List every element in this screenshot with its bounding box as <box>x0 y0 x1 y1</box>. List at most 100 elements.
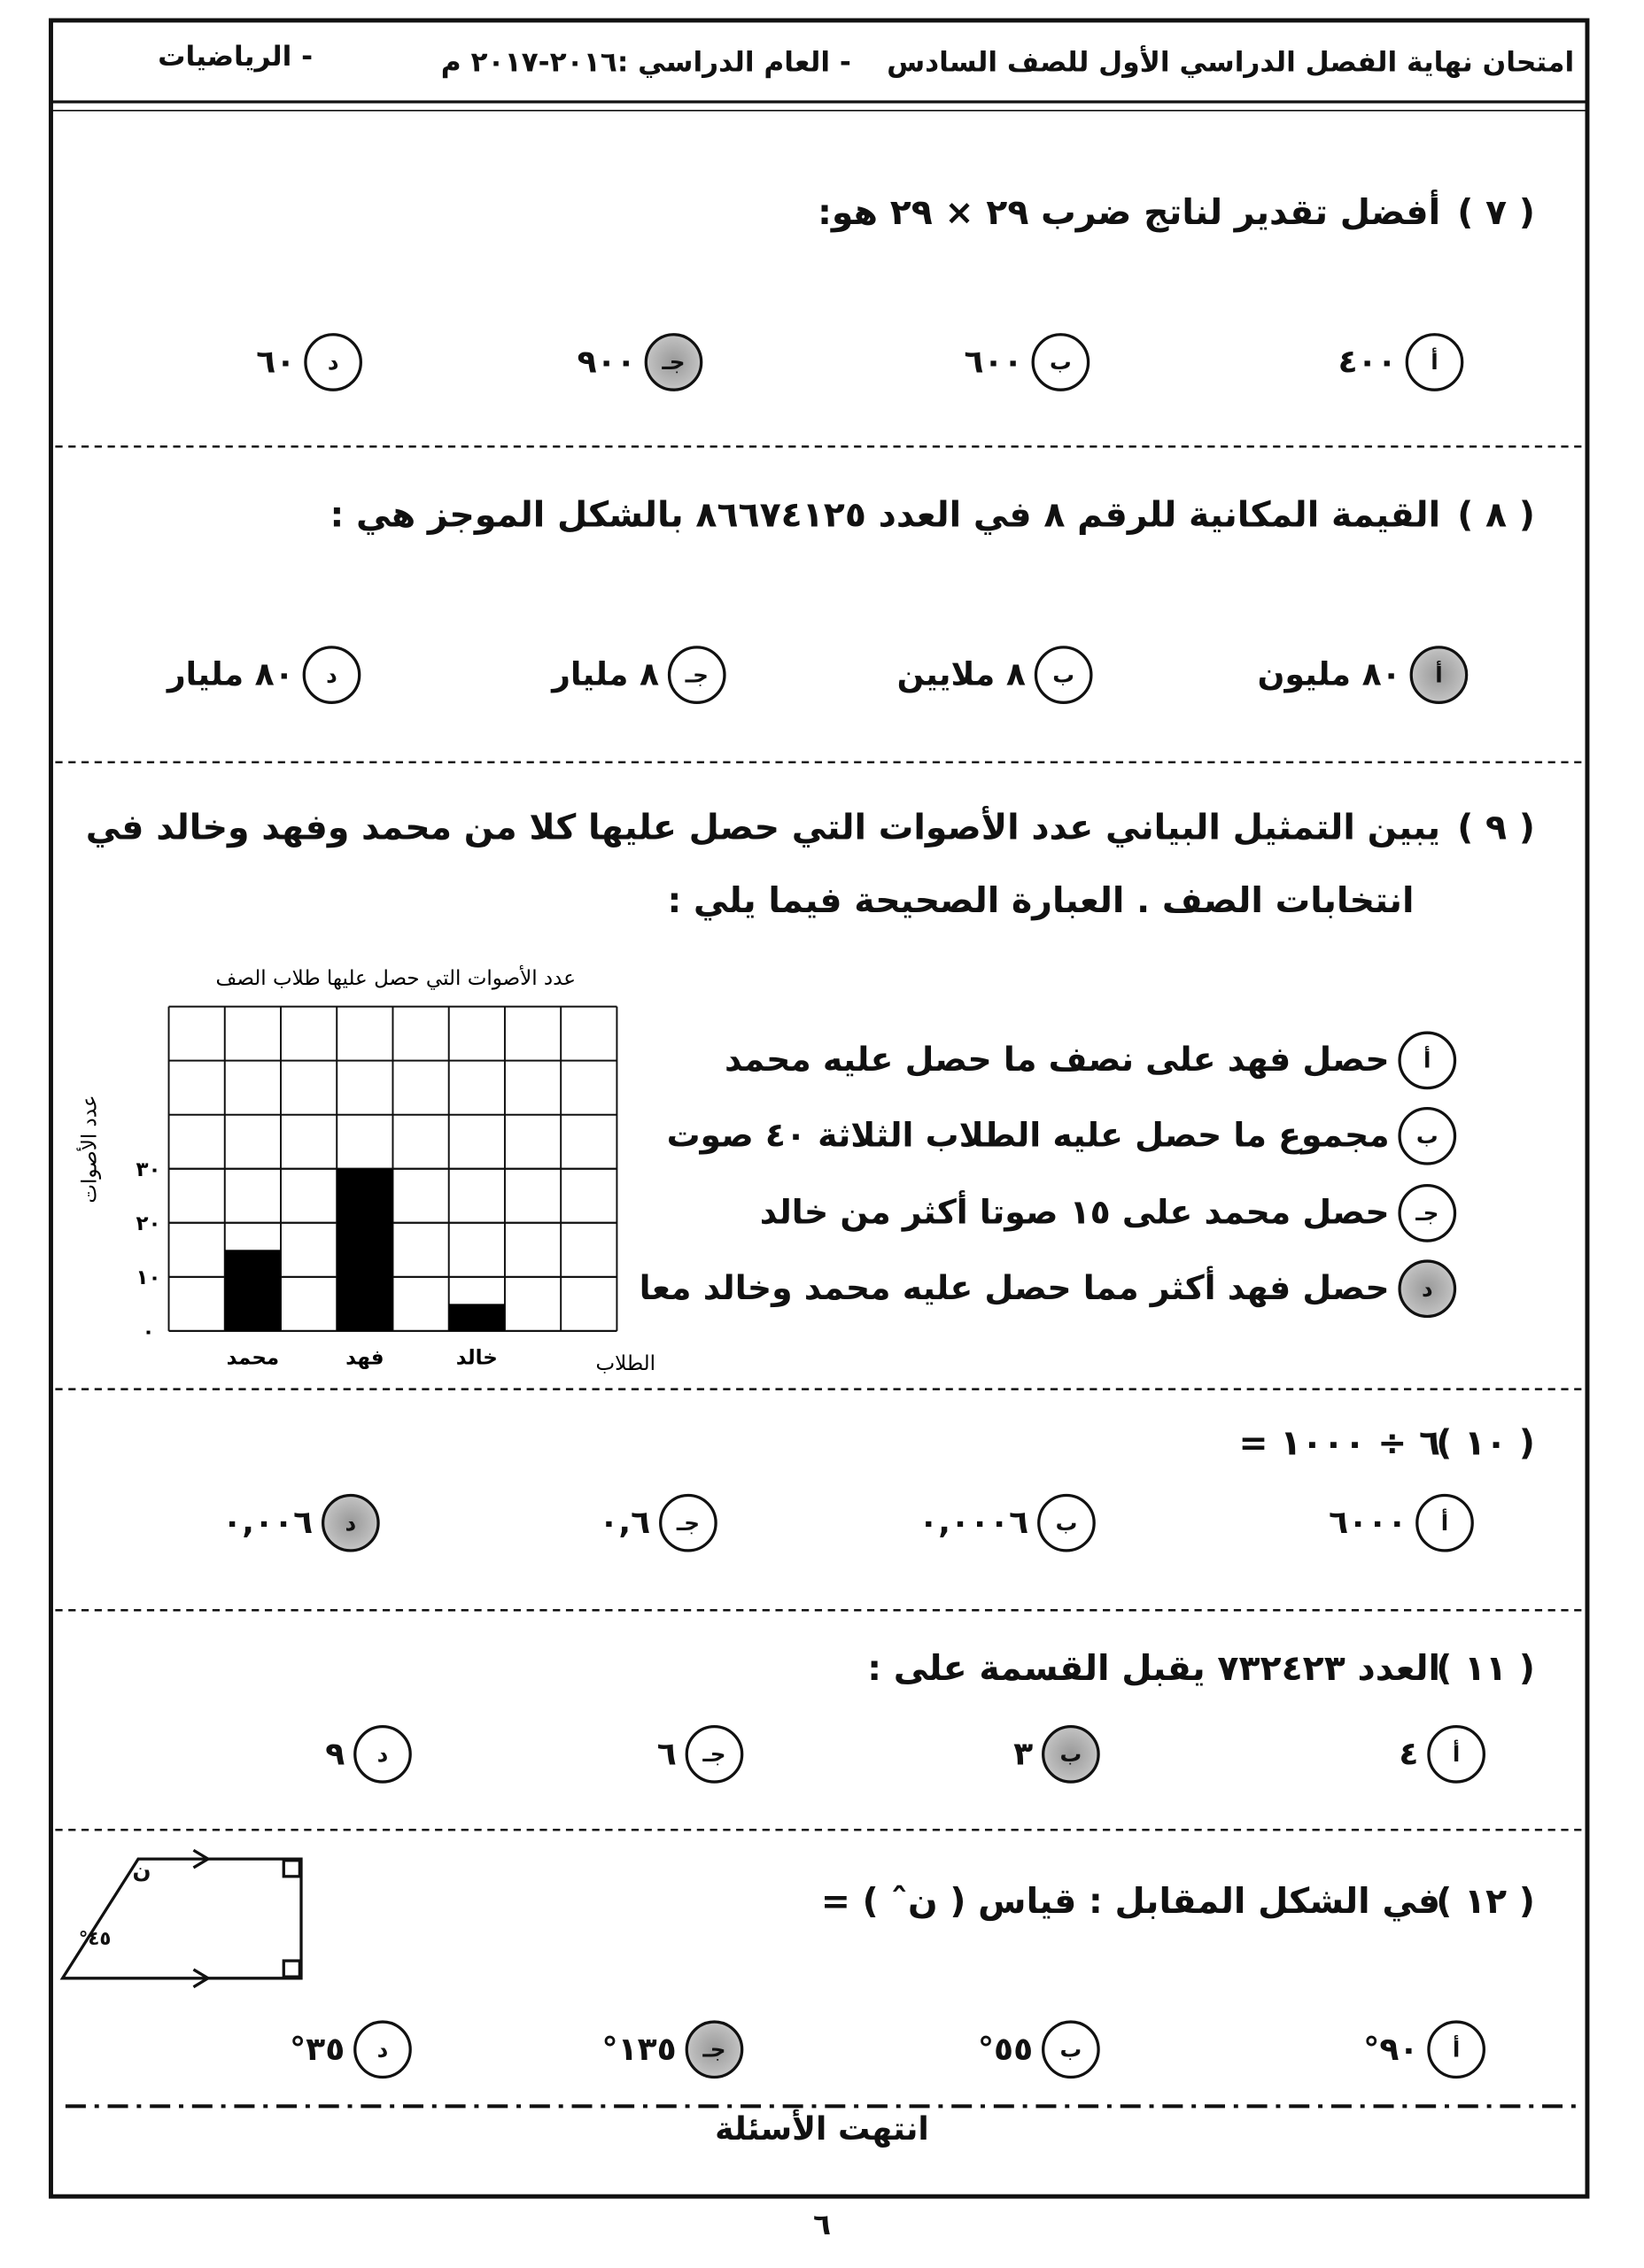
option-text: ٦ <box>656 1736 677 1773</box>
option-circle[interactable]: د <box>1398 1259 1457 1319</box>
option-circle[interactable]: ب <box>1037 1493 1096 1552</box>
option-text: حصل فهد أكثر مما حصل عليه محمد وخالد معا <box>639 1269 1390 1308</box>
option-circle[interactable]: جـ <box>659 1493 717 1552</box>
option-circle[interactable]: أ <box>1427 2020 1485 2079</box>
question-text: في الشكل المقابل : قياس ( نˆ ) = <box>820 1880 1441 1922</box>
question-number: ( ٧ ) <box>1457 191 1535 233</box>
question-number: ( ١٢ ) <box>1436 1880 1535 1922</box>
trapezoid <box>59 1857 303 1980</box>
option: جـ ٨ مليار <box>552 646 726 704</box>
option-circle[interactable]: جـ <box>1398 1183 1457 1242</box>
option: جـ حصل محمد على ١٥ صوتا أكثر من خالد <box>760 1183 1457 1242</box>
option-circle[interactable]: د <box>304 333 362 391</box>
bar <box>337 1168 393 1331</box>
option-text: ٩٠° <box>1363 2031 1419 2068</box>
option-circle[interactable]: د <box>353 1725 412 1784</box>
option-text: ٤٠٠ <box>1338 344 1397 381</box>
option-circle[interactable]: جـ <box>685 2020 744 2079</box>
header-subject: - الرياضيات <box>158 40 314 74</box>
bar <box>224 1250 282 1331</box>
angle-label: ن <box>132 1857 151 1885</box>
option-text: ٠,٦ <box>599 1505 651 1542</box>
option-text: ٥٥° <box>977 2031 1034 2068</box>
frame <box>49 18 1590 2199</box>
x-axis-label: الطلاب <box>595 1352 655 1375</box>
bar <box>448 1304 505 1331</box>
question-text: العدد ٧٣٢٤٢٣ يقبل القسمة على : <box>867 1647 1441 1689</box>
option-text: ٠,٠٠٠٦ <box>919 1505 1029 1542</box>
option-circle[interactable]: أ <box>1405 333 1464 391</box>
x-tick-label: محمد <box>227 1347 279 1370</box>
option-circle[interactable]: جـ <box>644 333 703 391</box>
parallel-arrow <box>192 1848 212 1869</box>
option-circle[interactable]: ب <box>1042 2020 1100 2079</box>
trapezoid-figure <box>59 1848 303 1989</box>
right-angle <box>282 1959 301 1978</box>
option: أ ٤٠٠ <box>1338 333 1464 391</box>
option: ب ٦٠٠ <box>964 333 1090 391</box>
y-tick-label: ٢٠ <box>136 1212 161 1235</box>
option-text: مجموع ما حصل عليه الطلاب الثلاثة ٤٠ صوت <box>666 1117 1390 1156</box>
x-tick-label: خالد <box>456 1347 498 1370</box>
right-angle <box>282 1859 301 1878</box>
option: ب ٠,٠٠٠٦ <box>919 1493 1096 1552</box>
option-circle[interactable]: د <box>302 646 361 704</box>
option-text: ١٣٥° <box>601 2031 677 2068</box>
angle-value: ٤٥° <box>78 1928 112 1951</box>
option-circle[interactable]: ب <box>1031 333 1090 391</box>
option-circle[interactable]: جـ <box>667 646 726 704</box>
option-circle[interactable]: أ <box>1409 646 1469 704</box>
question-number: ( ٨ ) <box>1457 494 1535 536</box>
question-number: ( ٩ ) <box>1457 807 1535 848</box>
option: جـ ٠,٦ <box>599 1493 717 1552</box>
question-text: أفضل تقدير لناتج ضرب ٢٩ × ٢٩ هو: <box>818 191 1441 233</box>
option: أ حصل فهد على نصف ما حصل عليه محمد <box>725 1031 1457 1090</box>
header-title: امتحان نهاية الفصل الدراسي الأول للصف ال… <box>887 46 1575 79</box>
y-tick-label: ٠ <box>143 1320 155 1343</box>
parallel-arrow <box>192 1968 212 1989</box>
option-text: ٠,٠٠٦ <box>222 1505 314 1542</box>
option: أ ٦٠٠٠ <box>1329 1493 1474 1552</box>
option: أ ٨٠ مليون <box>1258 646 1469 704</box>
y-tick-label: ٣٠ <box>136 1158 161 1181</box>
question-text: يبين التمثيل البياني عدد الأصوات التي حص… <box>85 807 1441 848</box>
page-number: ٦ <box>812 2206 832 2242</box>
option: د ٨٠ مليار <box>167 646 361 704</box>
option: ب ٥٥° <box>977 2020 1100 2079</box>
option-text: ٣٥° <box>290 2031 345 2068</box>
y-axis-label: عدد الأصوات <box>76 1095 101 1203</box>
option-text: ٦٠٠ <box>964 344 1023 381</box>
option-circle[interactable]: ب <box>1034 646 1093 704</box>
question-text: انتخابات الصف . العبارة الصحيحة فيما يلي… <box>667 879 1415 921</box>
header-year: - العام الدراسي :٢٠١٦-٢٠١٧ م <box>440 46 851 79</box>
option: جـ ١٣٥° <box>601 2020 744 2079</box>
option-text: ٦٠٠٠ <box>1329 1505 1407 1542</box>
option-circle[interactable]: د <box>353 2020 412 2079</box>
end-note: انتهت الأسئلة <box>715 2111 929 2148</box>
separators <box>55 445 1584 1831</box>
option-circle[interactable]: أ <box>1427 1725 1485 1784</box>
option-circle[interactable]: أ <box>1398 1031 1457 1090</box>
option-circle[interactable]: ب <box>1042 1725 1100 1784</box>
option-text: ٨٠ مليون <box>1257 656 1401 693</box>
option-text: ٨ ملايين <box>896 656 1026 693</box>
option-circle[interactable]: أ <box>1415 1493 1474 1552</box>
option-circle[interactable]: ب <box>1398 1106 1457 1165</box>
chart-title: عدد الأصوات التي حصل عليها طلاب الصف <box>216 965 576 990</box>
y-tick-label: ١٠ <box>136 1266 161 1289</box>
question-text: القيمة المكانية للرقم ٨ في العدد ٨٦٦٧٤١٢… <box>330 494 1441 536</box>
option: د ٣٥° <box>290 2020 412 2079</box>
question-number: ( ١٠ ) <box>1436 1422 1535 1464</box>
option: د ٠,٠٠٦ <box>222 1493 380 1552</box>
option-circle[interactable]: جـ <box>685 1725 744 1784</box>
option-circle[interactable]: د <box>321 1493 380 1552</box>
option-text: ٦٠ <box>256 344 296 381</box>
option-text: ٩٠٠ <box>577 344 636 381</box>
